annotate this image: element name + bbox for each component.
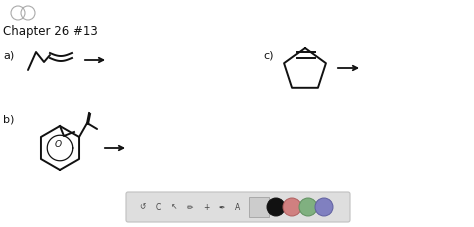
Circle shape (267, 198, 285, 216)
Circle shape (283, 198, 301, 216)
Text: ✏: ✏ (187, 202, 193, 212)
FancyBboxPatch shape (249, 197, 269, 217)
Text: O: O (55, 140, 62, 149)
Text: C: C (155, 202, 161, 212)
FancyBboxPatch shape (126, 192, 350, 222)
Text: +: + (203, 202, 209, 212)
Text: a): a) (3, 50, 14, 60)
Text: Chapter 26 #13: Chapter 26 #13 (3, 25, 98, 38)
Circle shape (315, 198, 333, 216)
Text: b): b) (3, 115, 14, 125)
Text: A: A (236, 202, 241, 212)
Circle shape (299, 198, 317, 216)
Text: ✒: ✒ (219, 202, 225, 212)
Text: ↺: ↺ (139, 202, 145, 212)
Text: ↖: ↖ (171, 202, 177, 212)
Text: c): c) (263, 50, 273, 60)
